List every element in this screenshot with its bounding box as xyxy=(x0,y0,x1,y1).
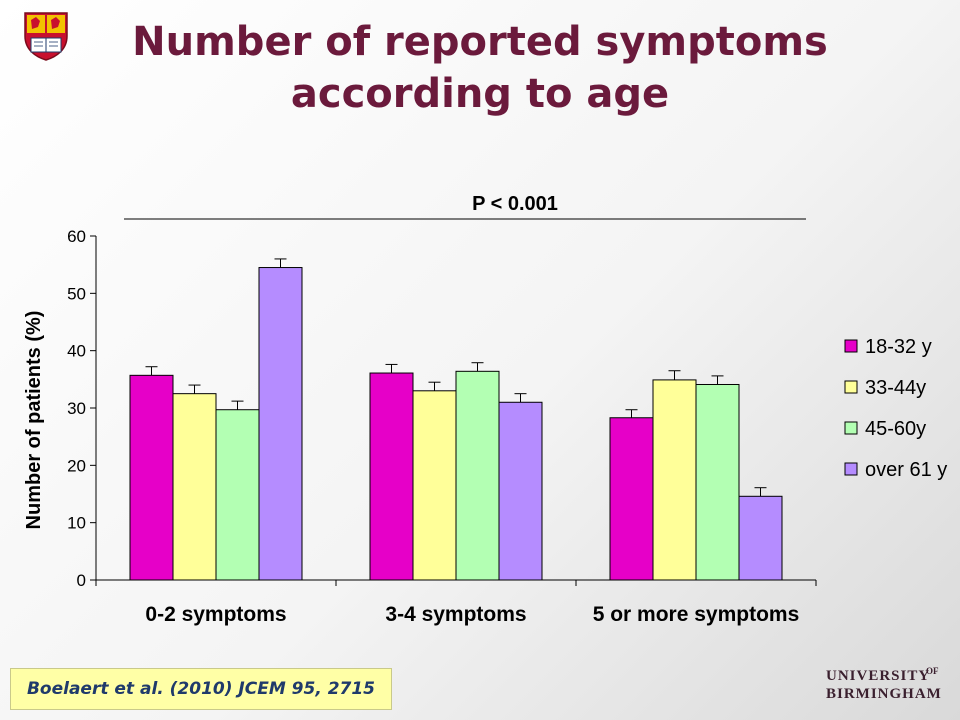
slide-title: Number of reported symptoms according to… xyxy=(120,16,840,120)
bar-45-60y-2 xyxy=(455,370,500,581)
y-tick-label: 50 xyxy=(67,284,86,303)
legend-label: over 61 y xyxy=(865,459,947,481)
y-tick-label: 30 xyxy=(67,399,86,418)
university-logo-of: OF xyxy=(926,666,939,676)
bar-18-32-y-3 xyxy=(609,417,654,581)
x-category-label: 5 or more symptoms xyxy=(593,603,800,626)
bar-over-61-y-2 xyxy=(498,401,543,581)
slide-title-line-2: according to age xyxy=(290,71,670,117)
legend-label: 18-32 y xyxy=(865,336,932,358)
bar-over-61-y-3 xyxy=(738,495,783,581)
legend-label: 45-60y xyxy=(865,418,926,440)
university-logo-line-2: BIRMINGHAM xyxy=(826,686,942,702)
bar-33-44y-1 xyxy=(172,393,217,581)
slide-title-line-1: Number of reported symptoms xyxy=(132,19,828,65)
y-tick-label: 10 xyxy=(67,514,86,533)
bar-over-61-y-1 xyxy=(258,267,303,581)
x-category-label: 3-4 symptoms xyxy=(385,603,526,626)
bar-45-60y-3 xyxy=(695,383,740,581)
plot-area: 0 10 20 30 40 50 60 0-2 symptoms 3-4 symptoms 5 o… xyxy=(67,227,817,626)
bar-chart: P < 0.001 Number of patients (%) 0 10 20 30… xyxy=(23,193,947,626)
legend-swatch xyxy=(844,339,858,353)
university-logo: UNIVERSITY OF BIRMINGHAM xyxy=(826,666,948,708)
legend-swatch xyxy=(844,462,858,476)
bar-18-32-y-1 xyxy=(129,374,174,581)
bar-33-44y-2 xyxy=(412,390,457,581)
y-axis-label: Number of patients (%) xyxy=(23,311,45,530)
legend-swatch xyxy=(844,421,858,435)
bar-18-32-y-2 xyxy=(369,372,414,581)
bar-45-60y-1 xyxy=(215,409,260,581)
university-logo-line-1: UNIVERSITY xyxy=(826,668,931,684)
y-tick-label: 60 xyxy=(67,227,86,246)
bar-33-44y-3 xyxy=(652,379,697,581)
university-crest-logo xyxy=(24,12,68,61)
legend-swatch xyxy=(844,380,858,394)
y-tick-label: 20 xyxy=(67,456,86,475)
p-value-annotation: P < 0.001 xyxy=(472,193,558,215)
y-tick-label: 0 xyxy=(77,571,86,590)
legend-label: 33-44y xyxy=(865,377,926,399)
x-category-label: 0-2 symptoms xyxy=(145,603,286,626)
y-tick-label: 40 xyxy=(67,342,86,361)
legend: 18-32 y 33-44y 45-60y over 61 y xyxy=(844,336,947,481)
citation-box: Boelaert et al. (2010) JCEM 95, 2715 xyxy=(10,668,392,710)
